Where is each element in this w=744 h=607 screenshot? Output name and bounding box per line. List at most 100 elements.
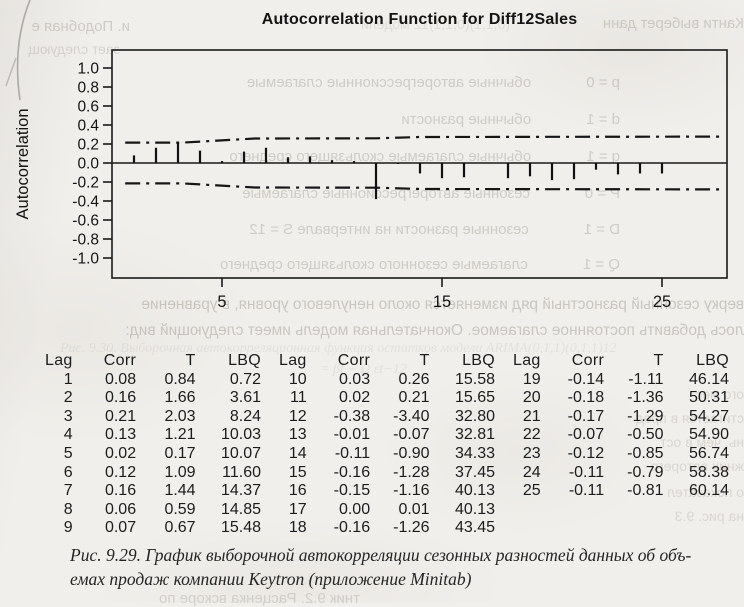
cell-value: 15.48 — [220, 519, 261, 537]
cell-value: -0.16 — [333, 463, 371, 481]
cell-value: -0.90 — [393, 444, 430, 462]
cell-value: 22 — [522, 426, 541, 444]
table-header-row: Lag Corr T LBQ — [33, 352, 261, 371]
cell-value: 16 — [288, 482, 307, 500]
table-row: 20 -0.18 -1.36 50.31 — [501, 389, 729, 408]
cell-value: -0.81 — [627, 482, 664, 500]
chart-title: Autocorrelation Function for Diff12Sales — [261, 11, 578, 28]
cell-value: -0.38 — [333, 407, 371, 425]
cell-value: 58.38 — [688, 463, 729, 481]
table-row: 24 -0.11 -0.79 58.38 — [501, 464, 729, 483]
cell-value: 18 — [288, 519, 307, 537]
cell-value: 0.02 — [104, 444, 137, 462]
table-header-row: Lag Corr T LBQ — [267, 352, 495, 371]
cell-value: 1.09 — [164, 463, 196, 481]
cell-value: -0.50 — [627, 426, 664, 444]
cell-value: 0.07 — [104, 519, 137, 537]
cell-value: 23 — [522, 444, 541, 462]
cell-value: 14.85 — [220, 500, 261, 518]
table-row: 9 0.07 0.67 15.48 — [33, 519, 261, 538]
cell-value: 1.44 — [164, 482, 196, 500]
cell-value: -0.85 — [627, 444, 664, 462]
cell-value: -0.07 — [393, 426, 430, 444]
table-group: Lag Corr T LBQ 19 -0.14 -1.11 46.14 20 -0.18 -1.36… — [501, 352, 729, 538]
cell-value: 0.00 — [338, 500, 371, 518]
table-group: Lag Corr T LBQ 10 0.03 0.26 15.58 11 0.02 0.21 15.6… — [267, 352, 495, 538]
column-header: LBQ — [696, 352, 729, 369]
confidence-band — [125, 135, 722, 144]
cell-value: 11.60 — [222, 463, 261, 481]
cell-value: 9 — [63, 519, 73, 537]
table-header-row: Lag Corr T LBQ — [501, 352, 729, 371]
cell-value: -0.79 — [627, 463, 664, 481]
figure-caption: Рис. 9.29. График выборочной автокорреля… — [70, 543, 735, 591]
cell-value: 0.59 — [164, 500, 196, 518]
x-tick-label: 25 — [653, 293, 671, 311]
cell-value: 0.26 — [398, 370, 430, 388]
cell-value: 50.31 — [688, 389, 729, 407]
cell-value: 10 — [288, 370, 307, 388]
cell-value: -1.29 — [627, 407, 664, 425]
cell-value: -0.14 — [567, 370, 605, 388]
table-row: 11 0.02 0.21 15.65 — [267, 389, 495, 408]
cell-value: -0.11 — [568, 463, 605, 481]
column-header: Lag — [45, 352, 73, 369]
table-row: 13 -0.01 -0.07 32.81 — [267, 426, 495, 445]
y-tick-label: -0.6 — [72, 213, 99, 230]
cell-value: -0.15 — [333, 482, 371, 500]
y-axis-label: Autocorrelation — [14, 109, 32, 220]
table-row: 22 -0.07 -0.50 54.90 — [501, 426, 729, 445]
table-row: 25 -0.11 -0.81 60.14 — [501, 482, 729, 501]
cell-value: 1.66 — [164, 389, 196, 407]
correlation-table: Lag Corr T LBQ 1 0.08 0.84 0.72 2 0.16 1.66 3.61 3 0.… — [33, 352, 739, 538]
table-row: 15 -0.16 -1.28 37.45 — [267, 464, 495, 483]
cell-value: 10.03 — [220, 426, 261, 444]
cell-value: 54.90 — [688, 426, 729, 444]
cell-value: 2 — [63, 389, 73, 407]
cell-value: 11 — [290, 389, 307, 407]
cell-value: -1.28 — [393, 463, 430, 481]
y-tick-label: -0.4 — [72, 194, 99, 211]
cell-value: 46.14 — [688, 370, 729, 388]
cell-value: -3.40 — [393, 407, 430, 425]
cell-value: 15.65 — [454, 389, 495, 407]
cell-value: -0.07 — [567, 426, 605, 444]
cell-value: 8 — [63, 500, 73, 518]
cell-value: 34.33 — [454, 444, 495, 462]
table-row: 3 0.21 2.03 8.24 — [33, 408, 261, 427]
cell-value: 5 — [63, 444, 73, 462]
table-row: 5 0.02 0.17 10.07 — [33, 445, 261, 464]
y-tick-label: 0.6 — [77, 99, 99, 116]
table-row: 17 0.00 0.01 40.13 — [267, 501, 495, 520]
table-row: 8 0.06 0.59 14.85 — [33, 501, 261, 520]
cell-value: 8.24 — [229, 407, 261, 425]
x-tick-label: 5 — [217, 293, 226, 311]
cell-value: 0.06 — [104, 500, 137, 518]
cell-value: 0.12 — [104, 463, 137, 481]
table-row: 6 0.12 1.09 11.60 — [33, 464, 261, 483]
cell-value: -1.16 — [393, 482, 430, 500]
cell-value: 1.21 — [164, 426, 196, 444]
x-tick-label: 15 — [433, 293, 451, 311]
table-row: 16 -0.15 -1.16 40.13 — [267, 482, 495, 501]
column-header: Corr — [571, 352, 605, 369]
table-row: 7 0.16 1.44 14.37 — [33, 482, 261, 501]
cell-value: 17 — [288, 500, 307, 518]
cell-value: 21 — [522, 407, 541, 425]
table-row: 19 -0.14 -1.11 46.14 — [501, 371, 729, 390]
cell-value: -1.26 — [393, 519, 430, 537]
table-row: 21 -0.17 -1.29 54.27 — [501, 408, 729, 427]
cell-value: 3 — [63, 407, 73, 425]
table-row: 14 -0.11 -0.90 34.33 — [267, 445, 495, 464]
cell-value: 40.13 — [454, 500, 495, 518]
y-tick-label: 0.4 — [77, 118, 99, 135]
y-tick-label: -1.0 — [72, 251, 99, 268]
cell-value: 60.14 — [688, 482, 729, 500]
y-tick-label: -0.2 — [72, 175, 99, 192]
cell-value: 19 — [522, 370, 541, 388]
cell-value: 56.74 — [688, 444, 729, 462]
cell-value: 0.84 — [164, 370, 196, 388]
column-header: T — [653, 352, 664, 369]
